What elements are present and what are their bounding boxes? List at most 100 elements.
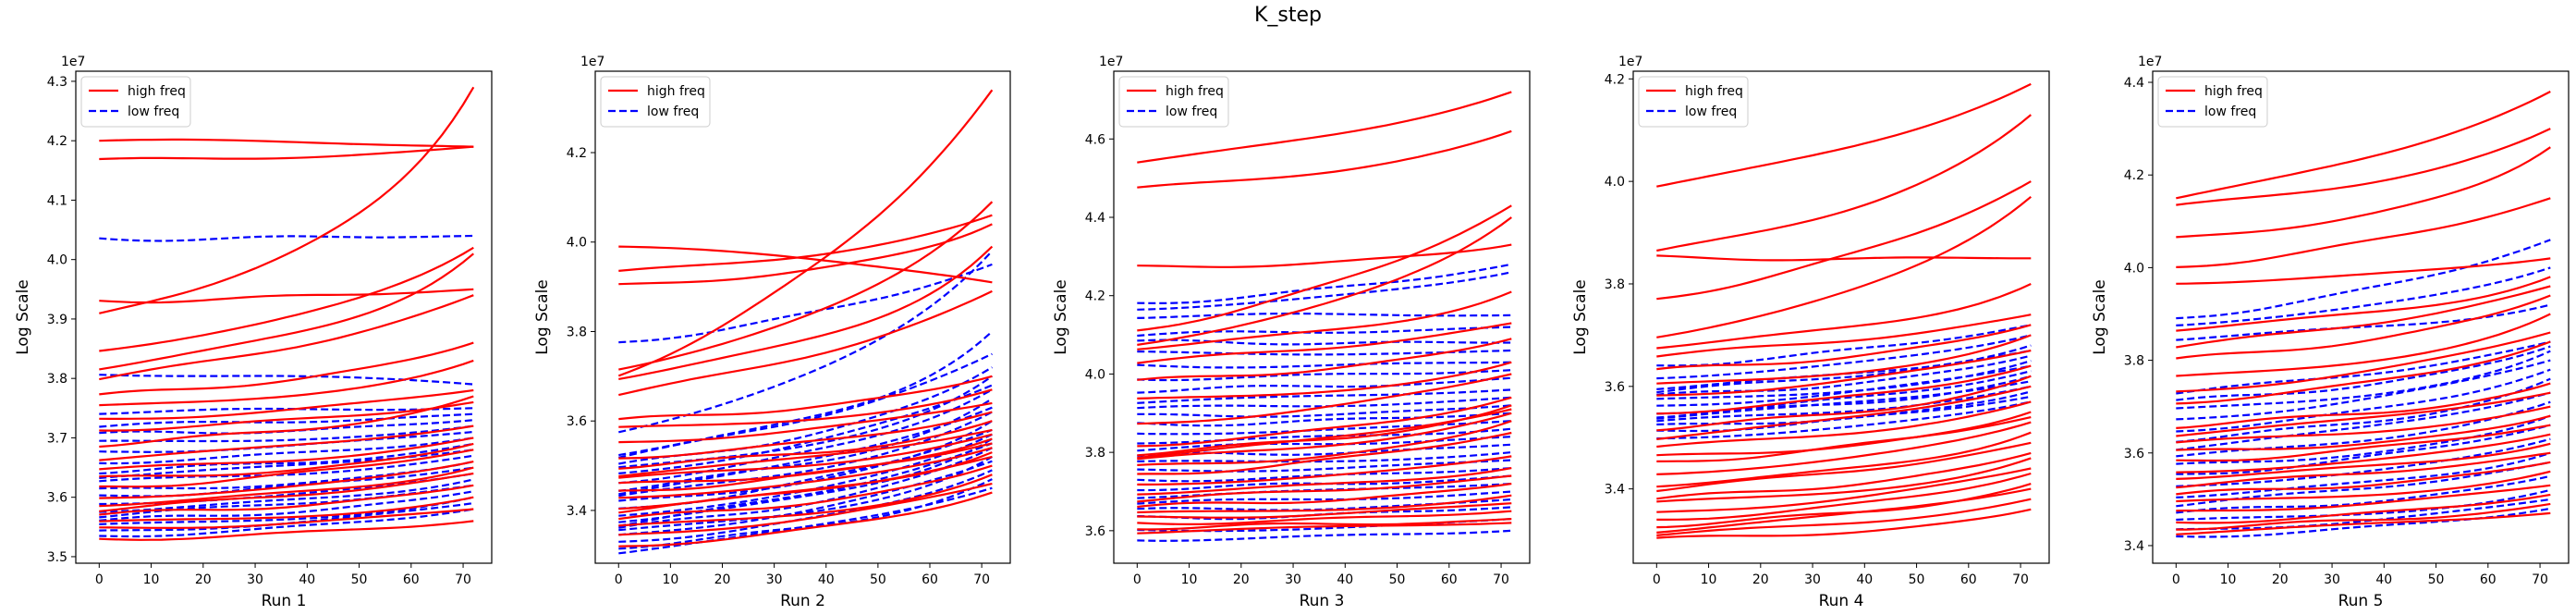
legend-box: [2157, 76, 2268, 128]
high-freq-line: [618, 491, 993, 547]
legend: high freq low freq: [600, 76, 711, 128]
x-tick-label: 40: [2375, 572, 2392, 587]
high-freq-line: [1656, 416, 2032, 462]
legend-label-low: low freq: [647, 105, 699, 119]
x-tick-label: 20: [714, 572, 731, 587]
high-freq-line: [2176, 197, 2551, 268]
x-tick-label: 70: [1493, 572, 1509, 587]
low-freq-line: [618, 460, 993, 536]
high-freq-line: [99, 461, 474, 499]
low-freq-line: [1137, 338, 1512, 346]
low-freq-line: [1656, 349, 2032, 394]
high-freq-line: [618, 375, 993, 421]
high-freq-line: [99, 466, 474, 508]
y-offset-text: 1e7: [2138, 55, 2162, 69]
high-freq-line: [1656, 411, 2032, 457]
low-freq-line: [99, 454, 474, 483]
x-tick-label: 70: [973, 572, 990, 587]
high-freq-line: [618, 388, 993, 428]
high-freq-line: [99, 341, 474, 396]
x-tick-label: 10: [2220, 572, 2237, 587]
x-tick-label: 40: [1337, 572, 1353, 587]
y-tick-label: 3.6: [47, 491, 67, 506]
high-freq-line: [1137, 502, 1512, 519]
high-freq-line: [618, 289, 993, 397]
plot-lines: [99, 86, 475, 541]
low-freq-line: [618, 406, 993, 496]
high-freq-line: [2176, 414, 2551, 451]
plot-lines: [617, 89, 994, 555]
high-freq-line: [2176, 405, 2551, 444]
high-freq-line: [2176, 391, 2551, 437]
high-freq-line: [618, 447, 993, 499]
high-freq-line: [618, 245, 994, 380]
high-freq-line: [1656, 431, 2032, 488]
low-freq-line: [2176, 400, 2551, 458]
y-tick-label: 4.0: [567, 236, 587, 251]
x-tick-label: 40: [1856, 572, 1873, 587]
high-freq-line: [1656, 180, 2032, 301]
low-freq-line: [2176, 424, 2551, 475]
low-freq-line: [1137, 529, 1512, 542]
high-freq-line: [1137, 204, 1512, 332]
high-freq-line: [2176, 382, 2551, 429]
y-tick-label: 3.4: [2124, 539, 2144, 554]
y-tick-label: 3.8: [1085, 446, 1105, 461]
high-freq-line: [1656, 314, 2032, 358]
y-offset-text: 1e7: [1618, 55, 1642, 69]
x-axis-label: Run 4: [1819, 592, 1864, 610]
low-freq-line: [99, 484, 474, 519]
legend-label-low: low freq: [1166, 105, 1217, 119]
high-freq-line: [2176, 313, 2551, 377]
high-freq-line: [1137, 482, 1512, 509]
low-freq-line: [1137, 474, 1512, 492]
low-freq-line: [1137, 396, 1512, 410]
low-freq-line: [2176, 359, 2551, 421]
high-freq-line: [618, 411, 993, 460]
figure-title: K_step: [1253, 4, 1322, 27]
high-freq-line: [1137, 404, 1512, 457]
x-tick-label: 50: [351, 572, 368, 587]
low-freq-line: [99, 407, 474, 415]
low-freq-line: [1137, 490, 1512, 505]
low-freq-line: [1656, 395, 2032, 433]
high-freq-line: [99, 484, 474, 516]
low-freq-line: [1656, 354, 2032, 396]
high-freq-line: [1656, 375, 2032, 432]
high-freq-line: [2176, 285, 2551, 349]
high-freq-line: [1656, 114, 2032, 252]
y-tick-label: 3.6: [1605, 380, 1625, 395]
high-freq-line: [2176, 424, 2551, 462]
high-freq-line: [99, 145, 474, 161]
high-freq-line: [1137, 373, 1512, 425]
high-freq-line: [1137, 510, 1512, 526]
x-tick-label: 0: [1653, 572, 1661, 587]
x-tick-label: 50: [870, 572, 886, 587]
plot-lines: [1656, 82, 2032, 539]
legend: high freq low freq: [80, 76, 191, 128]
low-freq-line: [2176, 266, 2551, 326]
low-freq-line: [99, 234, 474, 242]
x-tick-label: 0: [2172, 572, 2180, 587]
low-freq-line: [1137, 412, 1512, 427]
legend: high freq low freq: [1118, 76, 1229, 128]
high-freq-line: [2176, 331, 2551, 393]
high-freq-line: [99, 138, 474, 148]
high-freq-line: [1137, 420, 1512, 466]
low-freq-line: [1656, 380, 2032, 420]
high-freq-line: [99, 449, 474, 488]
high-freq-line: [1137, 408, 1512, 460]
high-freq-line: [1137, 129, 1512, 189]
high-freq-line: [99, 442, 474, 478]
low-freq-line: [99, 437, 474, 465]
low-freq-line: [99, 412, 474, 428]
y-tick-label: 4.0: [47, 253, 67, 268]
y-tick-label: 3.7: [47, 431, 67, 446]
legend-box: [1638, 76, 1749, 128]
high-freq-line: [99, 388, 474, 420]
high-freq-line: [2176, 276, 2551, 332]
high-freq-line: [1656, 324, 2032, 371]
low-freq-line: [1137, 404, 1512, 418]
plot-lines: [2176, 91, 2551, 538]
x-tick-label: 20: [1233, 572, 1250, 587]
